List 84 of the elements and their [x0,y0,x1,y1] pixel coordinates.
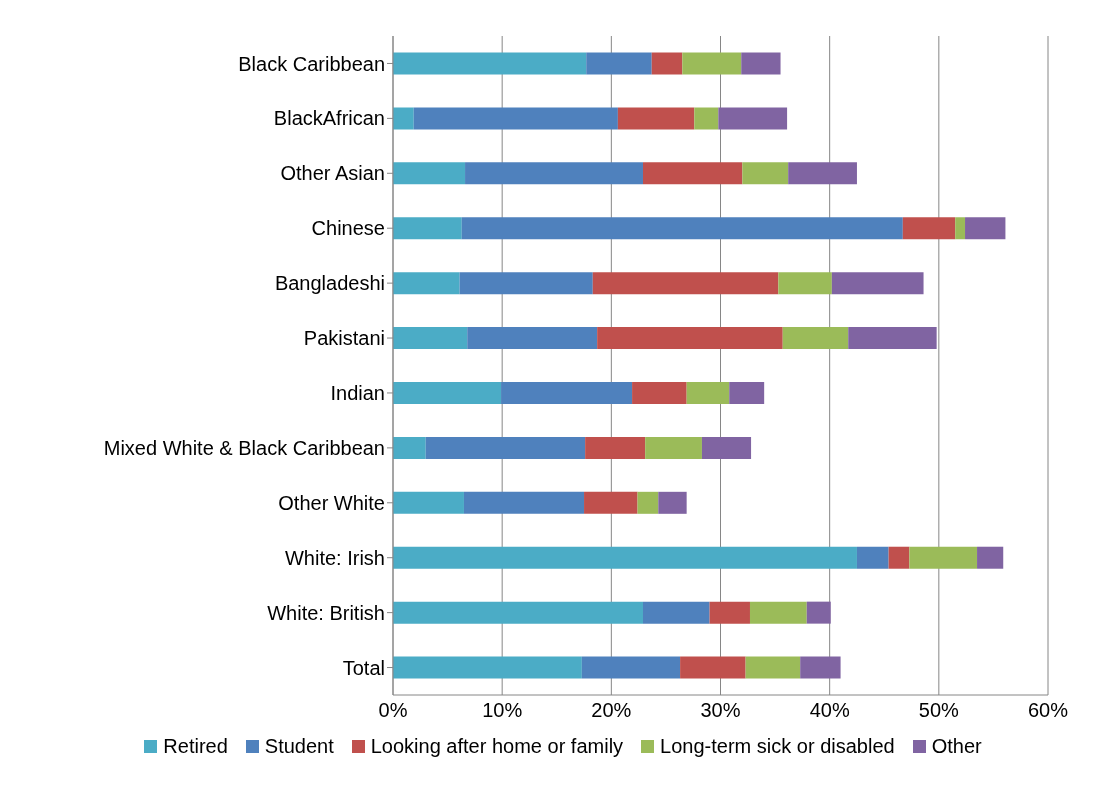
bar [955,217,966,240]
bar [632,381,687,404]
bar [742,162,789,185]
bar [909,546,978,569]
bar [393,656,582,679]
x-tick-label: 30% [700,699,741,722]
bar [425,436,586,459]
bar [694,107,719,130]
y-tick-label: Pakistani [303,327,385,350]
y-tick-label: BlackAfrican [273,107,385,130]
bar [393,217,462,240]
y-tick-label: White: British [267,601,385,624]
bar [645,436,702,459]
y-tick-label: Bangladeshi [274,272,385,295]
x-tick-label: 20% [591,699,632,722]
bar [902,217,956,240]
bar [393,546,857,569]
bar [642,162,743,185]
bar [778,272,832,295]
bar [393,491,464,514]
bar [581,656,681,679]
bar [461,217,903,240]
x-tick-label: 60% [1027,699,1069,722]
bar [856,546,889,569]
bar [745,656,801,679]
bar [806,601,831,624]
bar [718,107,788,130]
bar [501,381,633,404]
bar [465,162,643,185]
bar [977,546,1004,569]
bar [741,52,781,75]
y-tick-label: Other Asian [280,162,385,185]
bar [617,107,695,130]
bar [467,327,598,350]
bar [701,436,752,459]
bar [686,381,730,404]
bar [642,601,710,624]
bar [463,491,585,514]
bar [651,52,683,75]
bar [709,601,750,624]
bar [592,272,779,295]
y-tick-label: Other White [278,491,385,514]
bar [393,381,502,404]
bar [393,327,468,350]
x-tick-label: 0% [378,699,408,722]
x-tick-label: 40% [809,699,850,722]
bar [459,272,593,295]
bar [585,436,646,459]
bar [831,272,924,295]
y-tick-label: Black Caribbean [238,52,385,75]
bar [393,601,643,624]
bar [848,327,937,350]
legend-label: Long-term sick or disabled [659,735,895,758]
bar [788,162,857,185]
x-tick-label: 50% [918,699,960,722]
legend-label: Retired [162,735,228,758]
bar [393,436,426,459]
bar [597,327,783,350]
y-tick-label: Chinese [311,217,385,240]
bar [586,52,652,75]
bar [749,601,807,624]
bar [393,272,460,295]
y-tick-label: Mixed White & Black Caribbean [103,436,385,459]
bar [658,491,687,514]
y-tick-label: Total [342,656,385,679]
y-tick-label: Indian [330,382,385,405]
bar [680,656,746,679]
x-tick-label: 10% [482,699,523,722]
bar [782,327,849,350]
legend-label: Looking after home or family [369,735,624,758]
bar [800,656,841,679]
legend-label: Other [930,735,982,758]
y-tick-label: White: Irish [284,546,385,569]
bar [965,217,1006,240]
bar [682,52,742,75]
bar [393,107,414,130]
legend-label: Student [263,735,334,758]
bar [584,491,638,514]
bar [393,162,466,185]
bar [729,381,765,404]
bar [637,491,659,514]
bar [413,107,618,130]
bar [393,52,587,75]
bar [888,546,910,569]
